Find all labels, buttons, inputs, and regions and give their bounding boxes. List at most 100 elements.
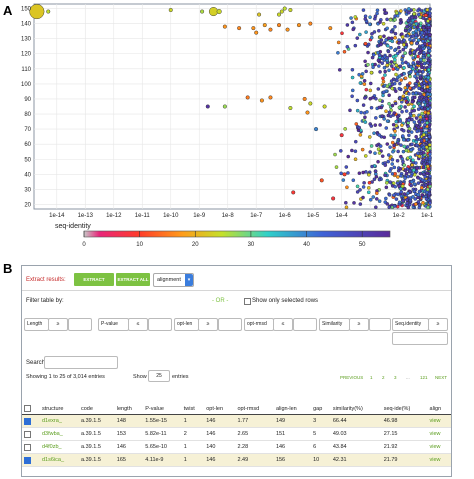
- filter-length-input[interactable]: [68, 318, 92, 331]
- x-tick-label: 1e-3: [364, 213, 377, 219]
- scatter-point: [384, 38, 388, 42]
- scatter-point: [428, 146, 432, 151]
- filter-optlen-input[interactable]: [218, 318, 242, 331]
- pagination-page-121[interactable]: 121: [420, 375, 428, 380]
- extract-format-select[interactable]: alignment ▾: [153, 273, 194, 287]
- scatter-point: [399, 78, 404, 82]
- filter-length-op[interactable]: ≥: [48, 318, 68, 331]
- scatter-point: [361, 170, 365, 175]
- row-checkbox-cell[interactable]: [22, 453, 40, 467]
- header-seqide[interactable]: seq-ide(%): [381, 388, 428, 415]
- scatter-point: [334, 165, 339, 169]
- row-checkbox[interactable]: [24, 456, 31, 464]
- scatter-point: [377, 28, 381, 33]
- scatter-point: [279, 9, 284, 14]
- filter-optlen-op[interactable]: ≥: [198, 318, 218, 331]
- pagination-page-1[interactable]: 1: [370, 375, 373, 380]
- pagination-page-3[interactable]: 3: [394, 375, 397, 380]
- header-structure[interactable]: structure: [40, 388, 79, 415]
- filter-optrmsd-input[interactable]: [293, 318, 317, 331]
- scatter-point: [366, 42, 371, 47]
- header-optrmsd[interactable]: opt-rmsd: [235, 388, 274, 415]
- filter-optlen-label: opt-len: [174, 318, 199, 331]
- structure-link[interactable]: d3fwba_: [40, 427, 79, 441]
- header-twist[interactable]: twist: [181, 388, 205, 415]
- table-row[interactable]: d1exra_ a.39.1.5 148 1.55e-15 1 146 1.77…: [22, 414, 451, 428]
- filter-seqidentity-op[interactable]: ≥: [428, 318, 448, 331]
- scatter-point: [350, 94, 354, 99]
- filter-optrmsd-op[interactable]: ≤: [273, 318, 293, 331]
- scatter-point: [399, 9, 403, 13]
- scatter-point: [424, 197, 429, 201]
- search-input[interactable]: [44, 356, 118, 369]
- filter-pvalue-op[interactable]: ≤: [128, 318, 148, 331]
- pagination-previous[interactable]: PREVIOUS: [340, 375, 364, 380]
- scatter-point: [375, 11, 379, 16]
- x-tick-label: 1e-7: [250, 213, 263, 219]
- scatter-point: [412, 50, 416, 54]
- seqide-cell: 46.98: [381, 414, 428, 428]
- extract-all-button[interactable]: EXTRACT ALL: [116, 273, 150, 286]
- view-link[interactable]: view: [427, 427, 451, 441]
- scatter-point: [359, 110, 363, 115]
- filter-similarity-op[interactable]: ≥: [349, 318, 369, 331]
- pagination-page-2[interactable]: 2: [382, 375, 385, 380]
- scatter-point: [222, 24, 227, 29]
- only-selected-checkbox[interactable]: [244, 298, 251, 305]
- scatter-point: [414, 21, 419, 26]
- row-checkbox-cell[interactable]: [22, 440, 40, 454]
- scatter-point: [409, 148, 413, 152]
- filter-similarity-input[interactable]: [369, 318, 391, 331]
- view-link[interactable]: view: [427, 440, 451, 454]
- page-size-select[interactable]: 25: [148, 370, 170, 382]
- scatter-point: [349, 16, 353, 20]
- table-row[interactable]: d3fwba_ a.39.1.5 153 5.82e-11 2 146 2.65…: [22, 427, 451, 441]
- pagination-next[interactable]: NEXT: [435, 375, 448, 380]
- header-code[interactable]: code: [79, 388, 115, 415]
- scatter-point: [408, 111, 413, 116]
- header-similarity[interactable]: similarity(%): [330, 388, 382, 415]
- structure-link[interactable]: d4f0zb_: [40, 440, 79, 454]
- filter-similarity-label: Similarity: [319, 318, 350, 331]
- panel-label-b: B: [3, 261, 13, 276]
- results-panel: Extract results: EXTRACT SELECTED EXTRAC…: [21, 265, 452, 477]
- select-all-checkbox[interactable]: [24, 405, 31, 412]
- scatter-point: [416, 181, 421, 185]
- row-checkbox[interactable]: [24, 430, 31, 438]
- filter-seqidentity-input[interactable]: [392, 332, 448, 345]
- header-select-all[interactable]: [22, 388, 40, 415]
- row-checkbox-cell[interactable]: [22, 414, 40, 428]
- scatter-point: [424, 96, 429, 101]
- pvalue-cell: 5.65e-10: [143, 440, 182, 454]
- header-optlen[interactable]: opt-len: [204, 388, 236, 415]
- scatter-point: [372, 131, 376, 135]
- scatter-point: [419, 57, 423, 62]
- scatter-point: [268, 27, 273, 32]
- row-checkbox[interactable]: [24, 443, 31, 451]
- scatter-point: [412, 95, 417, 100]
- scatter-point: [358, 81, 363, 85]
- view-link[interactable]: view: [427, 414, 451, 428]
- header-pvalue[interactable]: P-value: [143, 388, 182, 415]
- table-row[interactable]: d4f0zb_ a.39.1.5 146 5.65e-10 1 140 2.28…: [22, 440, 451, 454]
- scatter-point: [373, 62, 377, 67]
- scatter-chart: 1e-14 1e-13 1e-12 1e-11 1e-10 1e-9 1e-8 1e-7 1e-…: [21, 3, 434, 248]
- extract-selected-button[interactable]: EXTRACT SELECTED: [74, 273, 114, 295]
- row-checkbox[interactable]: [24, 417, 31, 425]
- header-align[interactable]: align: [427, 388, 451, 415]
- header-gap[interactable]: gap: [311, 388, 331, 415]
- scatter-point: [402, 163, 406, 167]
- header-length[interactable]: length: [114, 388, 144, 415]
- scatter-point: [409, 174, 413, 178]
- filter-pvalue-input[interactable]: [148, 318, 172, 331]
- view-link[interactable]: view: [427, 453, 451, 467]
- scatter-point: [408, 198, 413, 203]
- header-alignlen[interactable]: align-len: [273, 388, 312, 415]
- row-checkbox-cell[interactable]: [22, 427, 40, 441]
- structure-link[interactable]: d1exra_: [40, 414, 79, 428]
- structure-link[interactable]: d1s6ica_: [40, 453, 79, 467]
- scatter-point: [344, 165, 349, 169]
- scatter-point: [373, 17, 377, 21]
- table-row[interactable]: d1s6ica_ a.39.1.5 165 4.11e-9 1 146 2.49…: [22, 453, 451, 467]
- scatter-point: [409, 69, 413, 74]
